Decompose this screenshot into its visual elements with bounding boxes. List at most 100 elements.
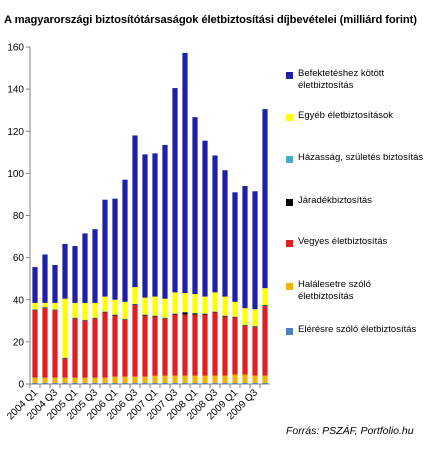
legend-label: Halálesetre szóló életbiztosítás bbox=[298, 279, 371, 302]
y-tick-label: 140 bbox=[7, 85, 24, 96]
bar-segment-5 bbox=[212, 311, 218, 312]
bar-segment-2 bbox=[112, 376, 118, 383]
bar-segment-7 bbox=[142, 154, 148, 298]
bar-segment-2 bbox=[42, 377, 48, 383]
bar-segment-6 bbox=[202, 296, 208, 314]
bar-segment-6 bbox=[232, 301, 238, 317]
bar-segment-1 bbox=[112, 382, 118, 384]
bar-segment-4 bbox=[132, 304, 138, 306]
legend-label: Házasság, születés biztosítás bbox=[298, 152, 424, 163]
bar-segment-1 bbox=[202, 382, 208, 384]
bar-segment-2 bbox=[212, 375, 218, 383]
bar-segment-1 bbox=[252, 382, 258, 384]
y-tick-label: 40 bbox=[13, 295, 25, 306]
bar-segment-3 bbox=[72, 318, 78, 378]
bar-segment-5 bbox=[122, 318, 128, 320]
bar-segment-1 bbox=[42, 382, 48, 384]
bar-segment-3 bbox=[222, 316, 228, 376]
bar-segment-2 bbox=[232, 374, 238, 383]
bar-segment-3 bbox=[122, 319, 128, 377]
bar-segment-3 bbox=[112, 315, 118, 377]
bar-segment-3 bbox=[102, 312, 108, 378]
bar-segment-6 bbox=[62, 298, 68, 358]
bar-segment-3 bbox=[52, 310, 58, 378]
bar-segment-6 bbox=[102, 296, 108, 312]
bar-segment-7 bbox=[62, 243, 68, 299]
bar-segment-4 bbox=[232, 317, 238, 318]
bar-segment-6 bbox=[142, 297, 148, 315]
y-tick-label: 0 bbox=[18, 380, 24, 391]
bar-segment-6 bbox=[182, 293, 188, 312]
bar-segment-7 bbox=[172, 88, 178, 293]
bar-segment-2 bbox=[172, 375, 178, 383]
bar-segment-5 bbox=[32, 309, 38, 310]
bar-segment-5 bbox=[252, 326, 258, 327]
legend-item: Elérésre szóló életbiztosítás bbox=[286, 324, 416, 336]
bar-segment-7 bbox=[82, 233, 88, 303]
bar-segment-1 bbox=[212, 382, 218, 384]
bar-segment-5 bbox=[62, 357, 68, 359]
bar-segment-3 bbox=[212, 312, 218, 376]
y-tick-label: 80 bbox=[13, 211, 25, 222]
bar-segment-5 bbox=[172, 313, 178, 314]
bar-segment-5 bbox=[102, 311, 108, 312]
bar-segment-4 bbox=[122, 319, 128, 320]
bar-segment-6 bbox=[132, 287, 138, 304]
bar-segment-1 bbox=[122, 382, 128, 384]
legend-swatch bbox=[286, 283, 293, 290]
bar-segment-7 bbox=[232, 192, 238, 302]
bar-segment-4 bbox=[82, 320, 88, 321]
bar-segment-3 bbox=[262, 306, 268, 376]
y-tick-label: 160 bbox=[7, 43, 24, 54]
bar-segment-5 bbox=[72, 317, 78, 319]
legend-item: Egyéb életbiztosítások bbox=[286, 110, 393, 122]
bar-segment-2 bbox=[122, 376, 128, 383]
bar-segment-6 bbox=[252, 309, 258, 327]
legend-label: Vegyes életbiztosítás bbox=[298, 236, 388, 247]
bar-segment-7 bbox=[202, 140, 208, 297]
bar-segment-6 bbox=[52, 302, 58, 310]
y-tick-label: 100 bbox=[7, 169, 24, 180]
bar-segment-1 bbox=[192, 382, 198, 384]
bar-segment-3 bbox=[162, 318, 168, 376]
bar-segment-4 bbox=[192, 313, 198, 315]
bar-segment-3 bbox=[82, 320, 88, 378]
bar-segment-4 bbox=[42, 307, 48, 309]
bar-segment-7 bbox=[132, 135, 138, 288]
bar-segment-2 bbox=[102, 377, 108, 383]
bar-segment-7 bbox=[152, 153, 158, 297]
legend-label: Egyéb életbiztosítások bbox=[298, 110, 394, 121]
bar-segment-6 bbox=[112, 299, 118, 315]
legend-item: Házasság, születés biztosítás bbox=[286, 152, 423, 164]
bar-segment-7 bbox=[42, 254, 48, 303]
bar-segment-3 bbox=[172, 314, 178, 376]
bar-segment-7 bbox=[52, 264, 58, 303]
bar-segment-2 bbox=[252, 375, 258, 383]
bar-segment-1 bbox=[52, 382, 58, 384]
bar-segment-2 bbox=[132, 376, 138, 383]
bar-segment-4 bbox=[32, 309, 38, 311]
bar-segment-6 bbox=[92, 302, 98, 318]
bar-segment-5 bbox=[202, 313, 208, 314]
legend-swatch bbox=[286, 156, 293, 163]
bar-segment-6 bbox=[122, 301, 128, 319]
bar-segment-5 bbox=[192, 313, 198, 314]
bar-segment-2 bbox=[32, 377, 38, 383]
bar-segment-5 bbox=[132, 303, 138, 305]
bar-segment-1 bbox=[62, 382, 68, 384]
y-tick-label: 120 bbox=[7, 127, 24, 138]
bar-segment-4 bbox=[262, 305, 268, 307]
bar-segment-7 bbox=[222, 170, 228, 297]
bar-segment-7 bbox=[182, 52, 188, 294]
bar-segment-4 bbox=[242, 325, 248, 327]
bar-segment-3 bbox=[232, 317, 238, 375]
bar-segment-6 bbox=[82, 302, 88, 320]
bar-segment-6 bbox=[72, 302, 78, 318]
legend-item: Halálesetre szóló életbiztosítás bbox=[286, 279, 408, 303]
bar-segment-3 bbox=[62, 358, 68, 378]
legend-swatch bbox=[286, 328, 293, 335]
bar-segment-4 bbox=[102, 311, 108, 313]
bar-segment-2 bbox=[162, 375, 168, 383]
bar-segment-2 bbox=[202, 375, 208, 383]
